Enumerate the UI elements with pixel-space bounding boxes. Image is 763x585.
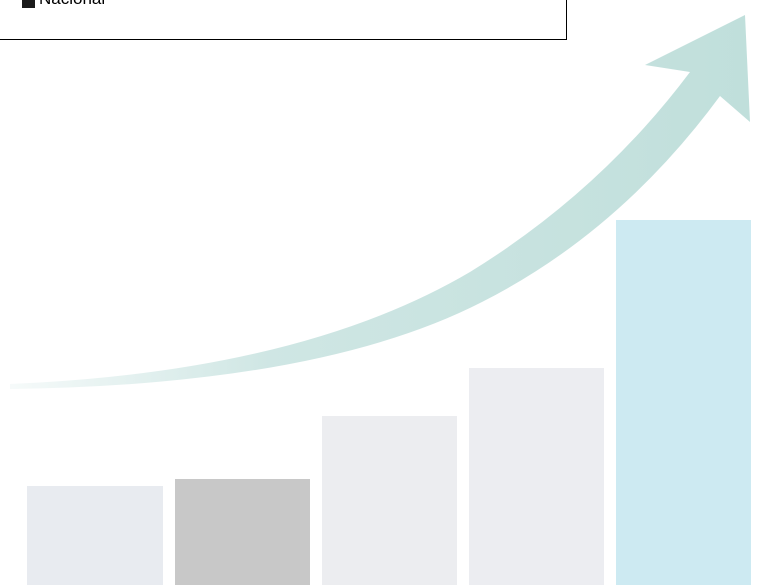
- decor-bar: [469, 368, 604, 585]
- legend-label: Nacional: [39, 0, 105, 9]
- legend-swatch: [22, 0, 35, 8]
- decor-bar: [322, 416, 457, 585]
- decor-bar: [616, 220, 751, 585]
- growth-arrow: [10, 15, 750, 389]
- decor-bar: [175, 479, 310, 585]
- decor-bar: [27, 486, 163, 585]
- legend: Nacional: [0, 0, 567, 40]
